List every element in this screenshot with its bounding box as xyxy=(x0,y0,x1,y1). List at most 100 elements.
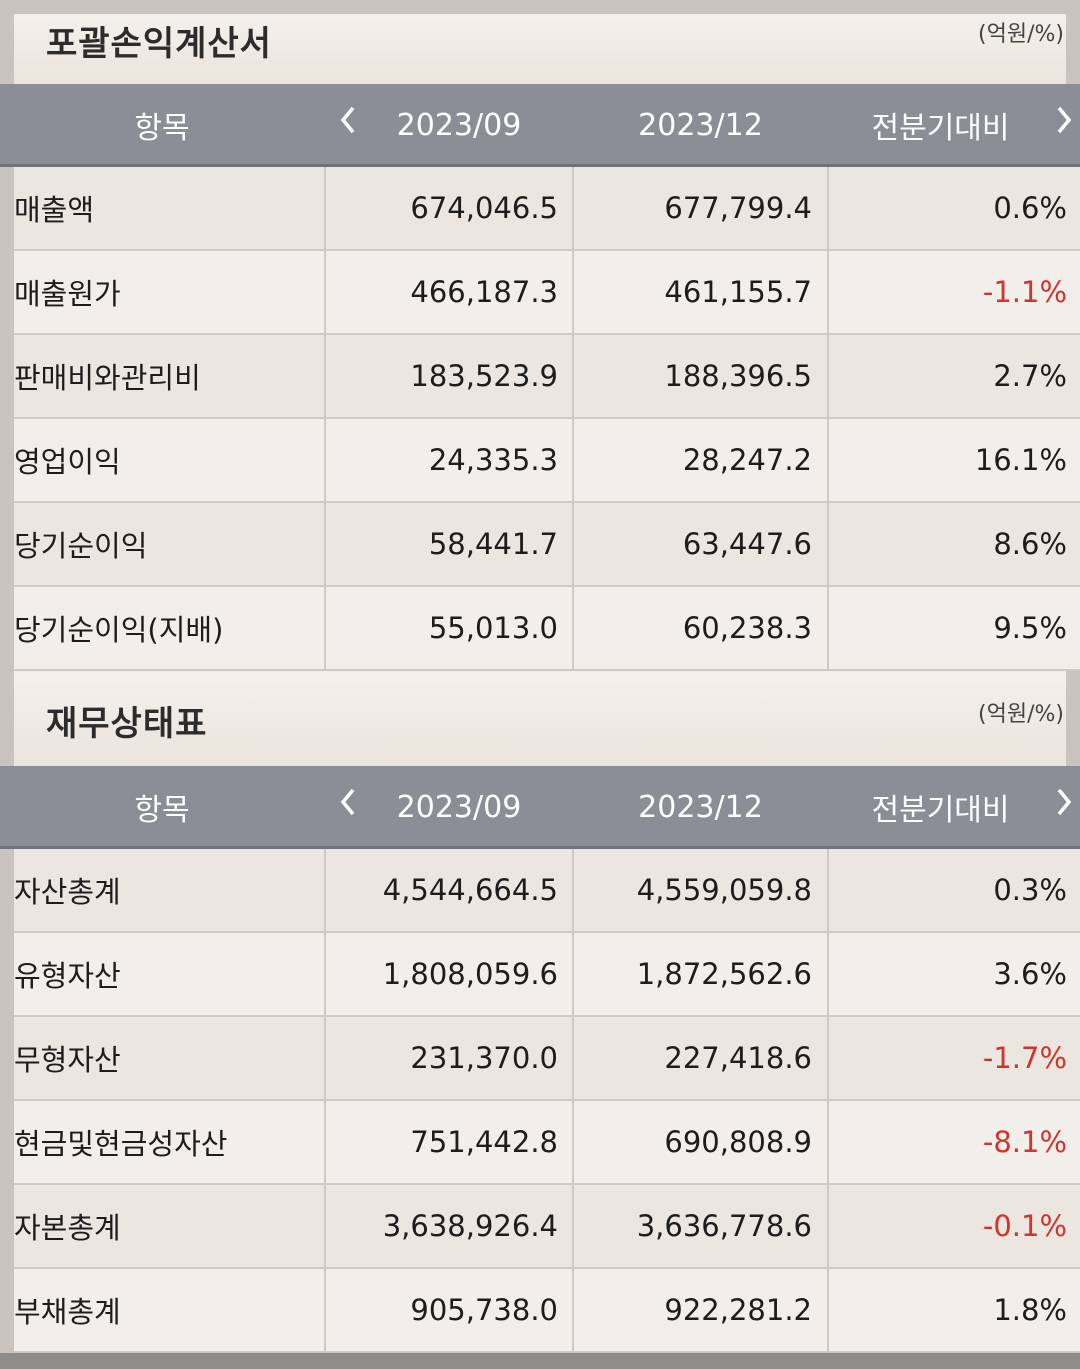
column-divider xyxy=(324,419,326,503)
row-value-prev: 905,738.0 xyxy=(410,1293,558,1327)
table-row: 자본총계 3,638,926.4 3,636,778.6 -0.1% xyxy=(14,1185,1080,1269)
chevron-left-icon[interactable] xyxy=(338,100,358,149)
row-change: 2.7% xyxy=(993,359,1067,393)
column-divider xyxy=(324,849,326,933)
table-row: 유형자산 1,808,059.6 1,872,562.6 3.6% xyxy=(14,933,1080,1017)
row-label: 당기순이익 xyxy=(14,529,148,563)
row-value-prev: 4,544,664.5 xyxy=(382,873,558,907)
column-divider xyxy=(827,251,829,335)
row-value-curr: 63,447.6 xyxy=(682,527,812,561)
chevron-left-icon[interactable] xyxy=(338,782,358,831)
column-divider xyxy=(572,167,574,251)
chevron-right-icon[interactable] xyxy=(1054,782,1074,831)
chevron-right-icon[interactable] xyxy=(1054,100,1074,149)
income-title: 포괄손익계산서 xyxy=(46,24,272,64)
header-period-prev-cell: 2023/09 xyxy=(326,766,572,848)
column-divider xyxy=(827,1017,829,1101)
column-divider xyxy=(572,1185,574,1269)
row-label: 자산총계 xyxy=(14,875,121,909)
row-label: 현금및현금성자산 xyxy=(14,1127,228,1161)
column-divider xyxy=(572,1017,574,1101)
column-divider xyxy=(827,587,829,671)
column-divider xyxy=(827,503,829,587)
row-change: -1.7% xyxy=(982,1041,1067,1075)
header-period-2: 2023/12 xyxy=(638,789,763,825)
row-label: 매출원가 xyxy=(14,277,121,311)
row-label: 자본총계 xyxy=(14,1211,121,1245)
row-value-curr: 4,559,059.8 xyxy=(636,873,812,907)
column-divider xyxy=(572,419,574,503)
column-divider xyxy=(572,1101,574,1185)
table-row: 현금및현금성자산 751,442.8 690,808.9 -8.1% xyxy=(14,1101,1080,1185)
column-divider xyxy=(572,503,574,587)
column-divider xyxy=(572,849,574,933)
row-value-prev: 751,442.8 xyxy=(410,1125,558,1159)
column-divider xyxy=(572,933,574,1017)
column-divider xyxy=(827,933,829,1017)
row-value-prev: 466,187.3 xyxy=(410,275,558,309)
row-value-prev: 183,523.9 xyxy=(410,359,558,393)
header-compare-cell: 전분기대비 xyxy=(829,84,1080,166)
column-divider xyxy=(324,1101,326,1185)
header-divider xyxy=(0,164,1080,167)
bottom-strip xyxy=(0,1353,1080,1369)
row-value-curr: 1,872,562.6 xyxy=(636,957,812,991)
column-divider xyxy=(827,335,829,419)
income-unit: (억원/%) xyxy=(978,22,1064,47)
row-value-prev: 1,808,059.6 xyxy=(382,957,558,991)
row-value-prev: 231,370.0 xyxy=(410,1041,558,1075)
row-change: -0.1% xyxy=(982,1209,1067,1243)
header-item: 항목 xyxy=(134,111,190,146)
row-change: 8.6% xyxy=(993,527,1067,561)
balance-title: 재무상태표 xyxy=(46,704,208,744)
row-label: 유형자산 xyxy=(14,959,121,993)
column-divider xyxy=(324,335,326,419)
row-label: 판매비와관리비 xyxy=(14,361,201,395)
row-label: 무형자산 xyxy=(14,1043,121,1077)
income-table-header: 항목 2023/09 2023/12 전분기대비 xyxy=(0,84,1080,166)
row-value-curr: 3,636,778.6 xyxy=(636,1209,812,1243)
row-change: 1.8% xyxy=(993,1293,1067,1327)
column-divider xyxy=(324,1185,326,1269)
column-divider xyxy=(324,587,326,671)
table-row: 무형자산 231,370.0 227,418.6 -1.7% xyxy=(14,1017,1080,1101)
row-value-prev: 3,638,926.4 xyxy=(382,1209,558,1243)
column-divider xyxy=(827,419,829,503)
column-divider xyxy=(572,335,574,419)
column-divider xyxy=(827,849,829,933)
row-value-curr: 188,396.5 xyxy=(664,359,812,393)
header-period-1: 2023/09 xyxy=(396,107,522,143)
balance-section-header: 재무상태표 (억원/%) xyxy=(14,672,1066,766)
header-compare: 전분기대비 xyxy=(871,793,1010,828)
table-row: 영업이익 24,335.3 28,247.2 16.1% xyxy=(14,419,1080,503)
row-value-curr: 690,808.9 xyxy=(664,1125,812,1159)
column-divider xyxy=(572,587,574,671)
row-change: 3.6% xyxy=(993,957,1067,991)
row-change: 0.3% xyxy=(993,873,1067,907)
row-value-curr: 461,155.7 xyxy=(664,275,812,309)
column-divider xyxy=(572,1269,574,1353)
column-divider xyxy=(324,503,326,587)
column-divider xyxy=(572,251,574,335)
row-value-curr: 922,281.2 xyxy=(664,1293,812,1327)
table-row: 당기순이익(지배) 55,013.0 60,238.3 9.5% xyxy=(14,587,1080,671)
row-change: 0.6% xyxy=(993,191,1067,225)
row-label: 매출액 xyxy=(14,193,95,227)
table-row: 부채총계 905,738.0 922,281.2 1.8% xyxy=(14,1269,1080,1353)
row-label: 영업이익 xyxy=(14,445,121,479)
column-divider xyxy=(324,1269,326,1353)
row-value-prev: 24,335.3 xyxy=(428,443,558,477)
row-change: -1.1% xyxy=(982,275,1067,309)
header-divider xyxy=(0,846,1080,849)
column-divider xyxy=(827,167,829,251)
row-change: 16.1% xyxy=(974,443,1067,477)
header-item: 항목 xyxy=(134,793,190,828)
table-row: 자산총계 4,544,664.5 4,559,059.8 0.3% xyxy=(14,849,1080,933)
column-divider xyxy=(827,1269,829,1353)
table-row: 매출액 674,046.5 677,799.4 0.6% xyxy=(14,167,1080,251)
column-divider xyxy=(827,1185,829,1269)
row-label: 당기순이익(지배) xyxy=(14,613,224,647)
row-value-prev: 58,441.7 xyxy=(428,527,558,561)
row-value-prev: 55,013.0 xyxy=(428,611,558,645)
column-divider xyxy=(324,167,326,251)
